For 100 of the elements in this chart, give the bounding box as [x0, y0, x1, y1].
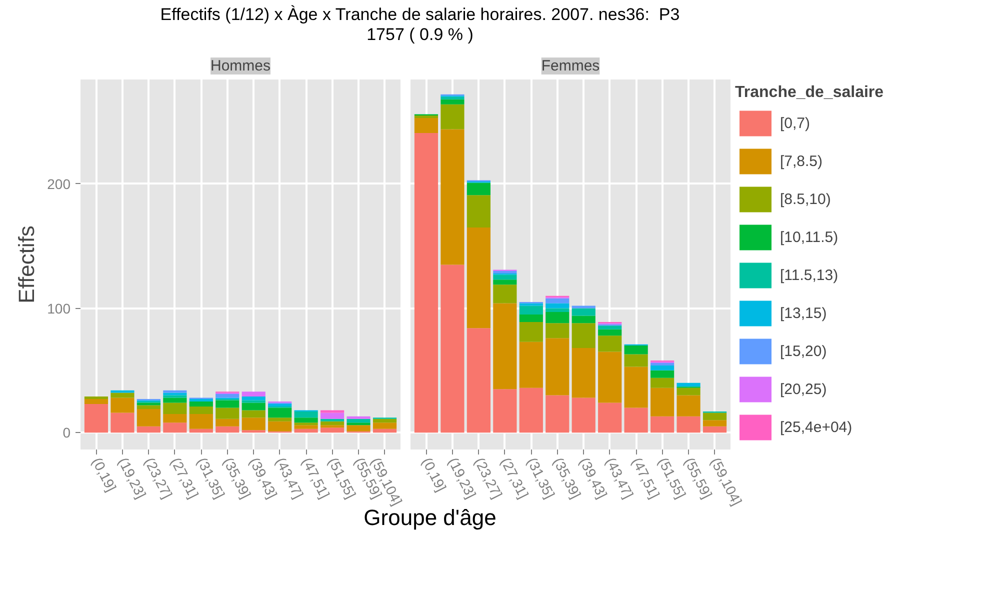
- bar: [519, 388, 543, 433]
- bar: [84, 396, 108, 400]
- bar: [598, 402, 622, 433]
- bar: [268, 421, 292, 432]
- bar: [493, 280, 517, 285]
- bar: [572, 348, 596, 398]
- legend-label: [0,7): [780, 114, 810, 134]
- bar: [320, 421, 344, 426]
- chart-title: Effectifs (1/12) x Àge x Tranche de salarie horaires. 2007. nes36: P3 1757 ( 0.9 % ): [160, 5, 680, 45]
- bar: [440, 99, 464, 104]
- bar: [519, 342, 543, 388]
- bar: [414, 132, 438, 433]
- bar: [546, 312, 570, 324]
- legend-label: [7,8.5): [780, 152, 823, 172]
- bar: [346, 418, 370, 423]
- bar: [268, 404, 292, 406]
- bar: [650, 388, 674, 416]
- bar: [676, 395, 700, 416]
- bar: [216, 418, 240, 426]
- bar: [572, 398, 596, 433]
- bar: [702, 426, 727, 433]
- bar: [372, 422, 397, 429]
- bar: [598, 336, 622, 352]
- bar: [346, 425, 370, 432]
- bar: [598, 326, 622, 330]
- bar: [519, 303, 543, 306]
- bar: [702, 412, 727, 420]
- bar: [493, 274, 517, 280]
- bar: [136, 426, 160, 433]
- bar: [493, 284, 517, 304]
- bar: [320, 425, 344, 428]
- bar: [414, 116, 438, 118]
- bar: [163, 398, 187, 403]
- bar: [320, 428, 344, 433]
- bar: [624, 408, 648, 433]
- bar: [294, 425, 318, 429]
- y-axis-title: Effectifs: [14, 226, 40, 304]
- legend-label: [11.5,13): [780, 266, 838, 286]
- bar: [598, 352, 622, 403]
- bar: [546, 323, 570, 338]
- y-tick-label: 200: [47, 176, 71, 192]
- bar: [189, 428, 213, 433]
- bar: [624, 354, 648, 367]
- bar: [519, 306, 543, 314]
- bar: [546, 338, 570, 396]
- bar: [572, 323, 596, 348]
- bar: [268, 418, 292, 422]
- bar: [346, 422, 370, 426]
- bar: [650, 365, 674, 370]
- bar: [242, 400, 266, 403]
- bar: [546, 308, 570, 312]
- chart-subtitle: Hommes: [210, 58, 271, 74]
- bar: [268, 408, 292, 418]
- bar: [189, 399, 213, 402]
- bar: [163, 414, 187, 423]
- bar: [110, 390, 134, 393]
- bar: [216, 400, 240, 408]
- bar: [546, 298, 570, 304]
- bar: [546, 395, 570, 433]
- bar: [546, 303, 570, 308]
- bar: [216, 426, 240, 433]
- bar: [572, 308, 596, 316]
- bar: [294, 428, 318, 433]
- bar: [163, 395, 187, 398]
- bar: [440, 96, 464, 100]
- bar: [189, 406, 213, 414]
- bar: [466, 227, 490, 328]
- bar: [650, 362, 674, 366]
- bar: [493, 389, 517, 433]
- bar: [242, 396, 266, 400]
- bar: [163, 402, 187, 414]
- bar: [519, 322, 543, 342]
- bar: [84, 399, 108, 404]
- bar: [650, 416, 674, 433]
- bar: [189, 414, 213, 429]
- bar: [493, 303, 517, 390]
- bar: [440, 264, 464, 433]
- bar: [466, 328, 490, 433]
- bar: [84, 404, 108, 433]
- bar: [598, 329, 622, 336]
- bar: [466, 182, 490, 196]
- bar: [440, 104, 464, 130]
- bar: [519, 314, 543, 322]
- bar: [242, 410, 266, 418]
- legend-label: [13,15): [780, 304, 827, 324]
- bar: [216, 394, 240, 398]
- bar: [650, 378, 674, 388]
- legend-label: [8.5,10): [780, 190, 831, 210]
- chart-subtitle: Femmes: [541, 58, 600, 74]
- bar: [676, 388, 700, 396]
- bar: [320, 418, 344, 422]
- bar: [320, 412, 344, 419]
- legend-label: [15,20): [780, 342, 827, 362]
- bar: [163, 392, 187, 396]
- bar: [676, 382, 700, 387]
- bar: [242, 392, 266, 397]
- bar: [242, 418, 266, 430]
- bar: [294, 411, 318, 418]
- bar: [572, 306, 596, 308]
- legend-label: [10,11.5): [780, 228, 838, 248]
